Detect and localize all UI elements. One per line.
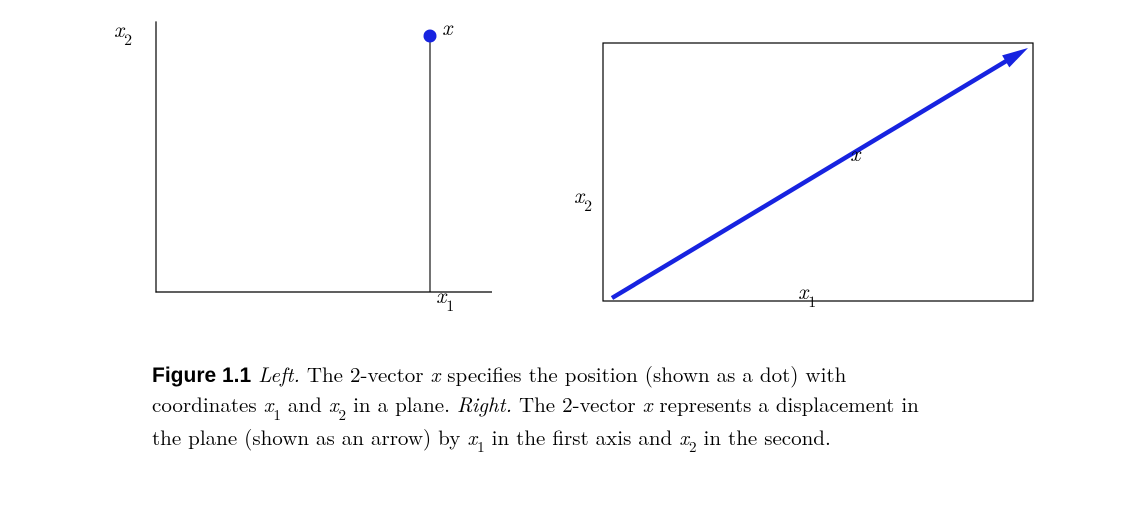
caption-text: The 2-vector [307, 359, 431, 389]
caption-sym-x1: x1 [264, 389, 281, 419]
figure-caption: Figure 1.1 Left. The 2-vector x specifie… [152, 360, 942, 456]
caption-text: The 2-vector [519, 389, 643, 419]
right-plot-wrap: x x1 [602, 42, 1034, 302]
right-arrow-label: x [850, 142, 860, 164]
caption-sym-x: x [643, 389, 653, 419]
caption-text: in the first axis and [492, 422, 680, 452]
left-panel: x2 x x1 [104, 16, 492, 336]
right-x-axis-label: x1 [798, 280, 816, 306]
right-y-axis-label: x2 [564, 184, 592, 210]
left-plot-svg [142, 16, 492, 306]
figure-row: x2 x x1 x2 x [104, 16, 1064, 336]
caption-text: and [288, 389, 329, 419]
caption-text: in the second. [704, 422, 831, 452]
left-x-axis-label: x1 [436, 284, 454, 310]
caption-left-italic: Left. [258, 359, 300, 389]
left-point-label: x [442, 16, 452, 38]
figure-label: Figure 1.1 [152, 364, 251, 387]
left-y-axis-label: x2 [104, 18, 132, 44]
left-plot-wrap: x x1 [142, 16, 492, 306]
caption-sym-x: x [431, 359, 441, 389]
caption-text: in a plane. [353, 389, 457, 419]
caption-sym-x2: x2 [329, 389, 346, 419]
page: x2 x x1 x2 x [0, 0, 1130, 508]
right-plot-svg [602, 42, 1034, 302]
caption-sym-x2: x2 [679, 422, 696, 452]
right-panel: x2 x x1 [564, 42, 1034, 362]
caption-sym-x1: x1 [467, 422, 484, 452]
caption-right-italic: Right. [457, 389, 512, 419]
